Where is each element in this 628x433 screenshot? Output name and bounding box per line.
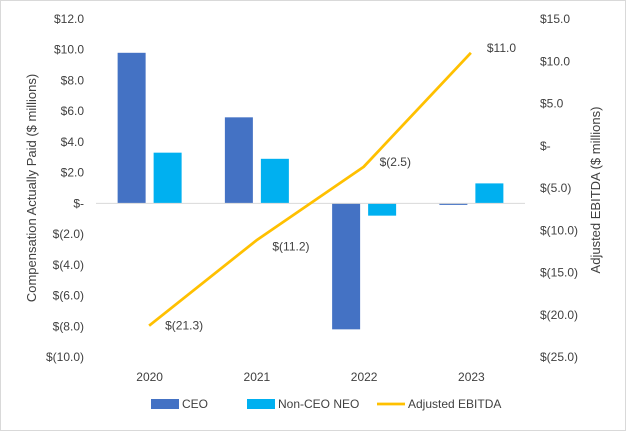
right-axis-tick-label: $10.0 (540, 54, 570, 68)
left-axis-tick-label: $2.0 (61, 166, 85, 180)
right-axis-tick-label: $(15.0) (540, 266, 578, 280)
left-axis-tick-label: $8.0 (61, 73, 85, 87)
right-axis-tick-label: $(10.0) (540, 223, 578, 237)
right-axis-tick-label: $5.0 (540, 97, 564, 111)
right-axis-tick-label: $- (540, 139, 551, 153)
left-axis-title: Compensation Actually Paid ($ millions) (24, 74, 39, 302)
left-axis-tick-label: $- (73, 196, 84, 210)
right-axis-tick-label: $(20.0) (540, 308, 578, 322)
legend-swatch-non-ceo-neo (247, 399, 275, 409)
legend-label: Adjusted EBITDA (408, 397, 501, 411)
bar-ceo (332, 203, 361, 330)
left-axis-tick-label: $10.0 (54, 43, 84, 57)
x-axis-tick-label: 2022 (351, 370, 378, 384)
bar-ceo (439, 203, 468, 205)
right-axis-tick-label: $(25.0) (540, 350, 578, 364)
bar-ceo (117, 52, 146, 204)
right-axis-tick-label: $(5.0) (540, 181, 571, 195)
left-axis-tick-label: $4.0 (61, 135, 85, 149)
left-axis-tick-label: $6.0 (61, 104, 85, 118)
legend-label: CEO (182, 397, 208, 411)
bar-non-ceo-neo (260, 158, 289, 204)
left-axis-tick-label: $(4.0) (53, 258, 84, 272)
x-axis-tick-label: 2020 (136, 370, 163, 384)
left-axis-tick-label: $(8.0) (53, 319, 84, 333)
bar-non-ceo-neo (475, 183, 504, 204)
bar-non-ceo-neo (368, 203, 397, 216)
ebitda-data-label: $11.0 (487, 41, 516, 55)
line-adjusted-ebitda (148, 51, 472, 327)
left-axis-tick-label: $(2.0) (53, 227, 84, 241)
ebitda-data-label: $(2.5) (380, 155, 411, 169)
left-axis-tick-label: $(10.0) (46, 350, 84, 364)
left-axis-tick-label: $12.0 (54, 12, 84, 26)
x-axis-tick-label: 2021 (244, 370, 271, 384)
x-axis-tick-label: 2023 (458, 370, 485, 384)
bar-non-ceo-neo (153, 152, 182, 204)
bar-ceo (224, 117, 253, 204)
legend-swatch-ceo (151, 399, 179, 409)
ebitda-data-label: $(21.3) (165, 319, 203, 333)
ebitda-data-label: $(11.2) (272, 239, 309, 253)
right-axis-title: Adjusted EBITDA ($ millions) (588, 107, 603, 274)
right-axis-tick-label: $15.0 (540, 12, 570, 26)
legend-label: Non-CEO NEO (278, 397, 359, 411)
left-axis-tick-label: $(6.0) (53, 289, 84, 303)
